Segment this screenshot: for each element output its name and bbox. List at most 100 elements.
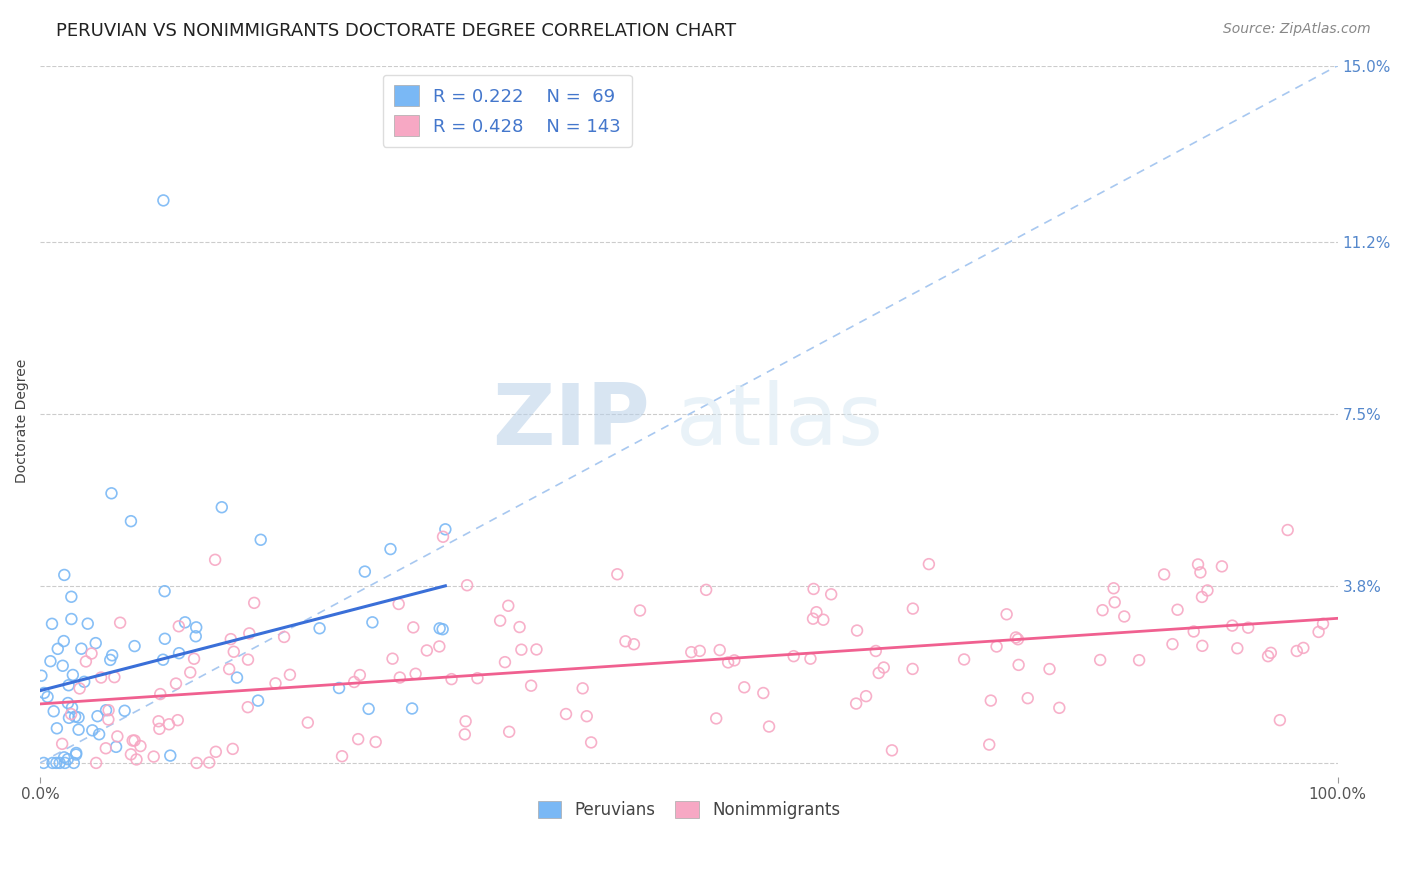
Point (60, 612, 83, 626)
Point (58, 711, 80, 725)
Point (801, 612, 824, 626)
Point (402, 620, 425, 634)
Point (236, 653, 259, 667)
Point (297, 715, 319, 730)
Point (84, 636, 107, 650)
Point (67, 723, 90, 737)
Point (179, 665, 201, 680)
Point (575, 709, 598, 723)
Point (1211, 559, 1233, 574)
Point (1191, 639, 1213, 653)
Point (1260, 646, 1282, 660)
Point (454, 714, 477, 729)
Point (56, 752, 79, 766)
Point (41, 616, 63, 631)
Point (108, 615, 131, 630)
Point (361, 615, 384, 630)
Point (45, 756, 67, 770)
Point (456, 578, 478, 592)
Point (219, 632, 242, 647)
Point (53, 750, 76, 764)
Point (166, 713, 188, 727)
Point (98, 653, 121, 667)
Point (1038, 662, 1060, 676)
Point (198, 756, 221, 770)
Point (236, 700, 259, 714)
Point (32, 686, 55, 700)
Point (76, 616, 98, 631)
Legend: Peruvians, Nonimmigrants: Peruvians, Nonimmigrants (531, 794, 846, 825)
Point (434, 522, 457, 536)
Point (103, 670, 125, 684)
Point (752, 686, 775, 700)
Point (405, 666, 427, 681)
Point (330, 749, 353, 764)
Point (953, 652, 976, 666)
Point (183, 651, 205, 665)
Point (1007, 632, 1029, 647)
Point (681, 645, 703, 659)
Point (37, 690, 59, 704)
Point (65, 746, 87, 760)
Point (82, 723, 104, 738)
Point (1167, 603, 1189, 617)
Point (273, 630, 295, 644)
Point (218, 662, 240, 676)
Point (41, 756, 63, 770)
Point (695, 582, 717, 597)
Point (416, 643, 439, 657)
Point (204, 745, 226, 759)
Point (454, 727, 477, 741)
Point (401, 701, 423, 715)
Point (308, 621, 330, 635)
Point (509, 620, 531, 634)
Point (813, 613, 835, 627)
Point (120, 514, 142, 528)
Point (1047, 701, 1070, 715)
Point (1226, 641, 1249, 656)
Point (142, 749, 165, 764)
Text: atlas: atlas (676, 380, 884, 463)
Point (380, 542, 402, 557)
Point (30, 669, 52, 683)
Point (153, 632, 176, 646)
Point (249, 533, 271, 547)
Point (799, 651, 821, 665)
Point (101, 648, 124, 663)
Point (865, 644, 887, 658)
Point (357, 702, 380, 716)
Point (97, 703, 120, 717)
Point (803, 582, 825, 596)
Point (39, 654, 62, 668)
Point (979, 738, 1001, 752)
Point (440, 672, 463, 686)
Point (571, 681, 593, 696)
Point (388, 671, 411, 685)
Point (579, 735, 602, 749)
Point (1191, 590, 1213, 604)
Point (124, 639, 146, 653)
Point (1102, 581, 1125, 595)
Point (1292, 640, 1315, 655)
Point (758, 720, 780, 734)
Point (222, 742, 245, 756)
Point (427, 640, 450, 654)
Point (1187, 558, 1209, 572)
Point (1220, 618, 1243, 632)
Point (84, 756, 107, 770)
Point (782, 649, 804, 664)
Point (709, 643, 731, 657)
Point (63, 709, 86, 723)
Point (97, 713, 120, 727)
Point (1312, 616, 1334, 631)
Point (153, 584, 176, 599)
Text: ZIP: ZIP (492, 380, 650, 463)
Point (105, 739, 128, 754)
Point (125, 752, 148, 766)
Point (429, 621, 451, 635)
Point (243, 596, 266, 610)
Point (186, 756, 208, 770)
Point (1007, 657, 1029, 672)
Point (520, 679, 543, 693)
Point (60, 707, 83, 722)
